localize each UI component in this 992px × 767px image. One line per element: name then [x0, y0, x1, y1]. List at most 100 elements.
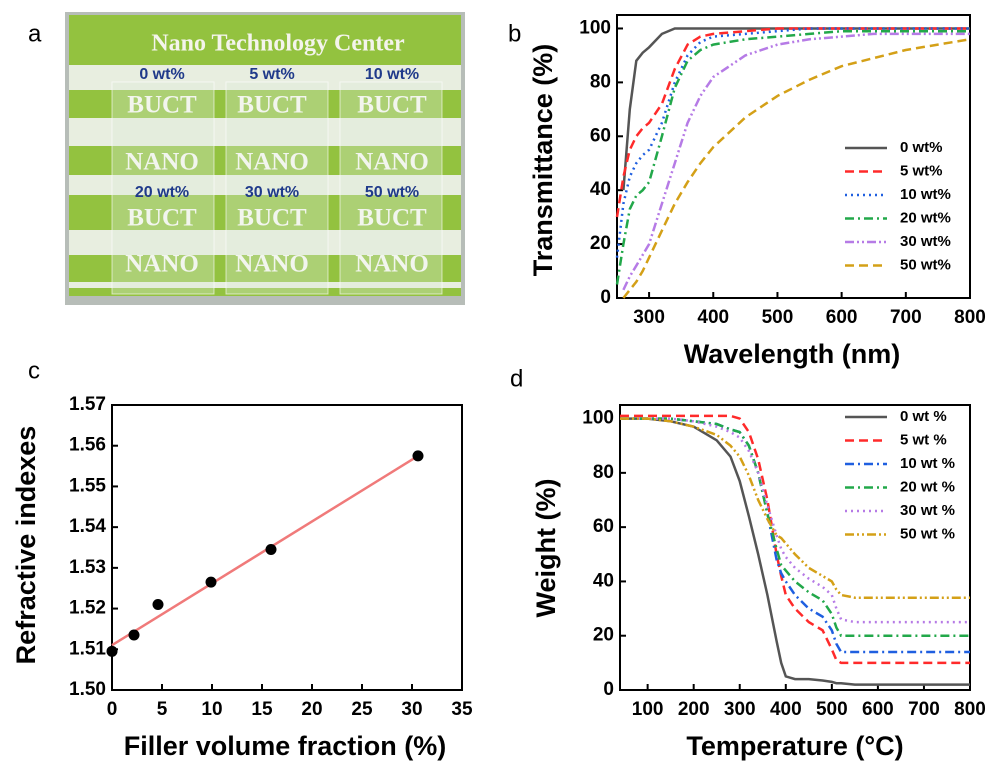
y-tick-label: 1.57 — [69, 394, 106, 415]
white-band — [69, 65, 461, 90]
legend-label: 20 wt % — [900, 478, 955, 495]
legend-label: 0 wt% — [900, 139, 943, 156]
y-tick-label: 1.56 — [69, 435, 106, 456]
plot-frame — [619, 404, 971, 691]
sample-label: 10 wt% — [365, 66, 419, 83]
x-tick-label: 20 — [301, 699, 322, 720]
x-tick-label: 400 — [697, 307, 729, 328]
x-tick-label: 700 — [908, 699, 940, 720]
x-tick-label: 500 — [762, 307, 794, 328]
film — [339, 81, 443, 295]
legend-label: 10 wt % — [900, 455, 955, 472]
y-tick-label: 1.54 — [69, 516, 106, 537]
x-axis-title: Temperature (°C) — [686, 731, 903, 761]
legend-label: 5 wt % — [900, 431, 947, 448]
film-text: BUCT — [357, 92, 427, 119]
legend-label: 10 wt% — [900, 186, 951, 203]
series-line — [620, 417, 970, 599]
x-tick-label: 800 — [954, 699, 986, 720]
series-line — [615, 27, 970, 258]
series-line — [622, 38, 971, 299]
film-text: BUCT — [127, 92, 197, 119]
film-text: BUCT — [237, 92, 307, 119]
film-text: NANO — [235, 149, 309, 176]
x-tick-label: 25 — [351, 699, 373, 720]
sample-label: 50 wt% — [365, 184, 419, 201]
film-text: NANO — [235, 251, 309, 278]
x-tick-label: 700 — [890, 307, 922, 328]
plot: 100 200 300 400 500 600 700 800 0 20 40 60 80 100 0 wt… — [582, 404, 986, 720]
legend-label: 0 wt % — [900, 408, 947, 425]
film-text: BUCT — [237, 205, 307, 232]
film-text: NANO — [125, 251, 199, 278]
x-tick-label: 5 — [157, 699, 168, 720]
x-tick-label: 600 — [862, 699, 894, 720]
white-band — [69, 175, 461, 195]
x-tick-label: 300 — [724, 699, 756, 720]
x-tick-label: 35 — [451, 699, 473, 720]
x-tick-label: 10 — [201, 699, 222, 720]
data-point — [106, 645, 118, 657]
film — [225, 81, 329, 295]
plot: 0 5 10 15 20 25 30 35 1.50 1.51 1.52 1.53 1.54 1.55 1.… — [69, 394, 473, 720]
y-tick-label: 40 — [590, 179, 611, 200]
panel-label: d — [510, 365, 523, 392]
y-tick-label: 100 — [582, 408, 614, 429]
film-text: BUCT — [127, 205, 197, 232]
y-tick-label: 0 — [603, 679, 614, 700]
data-point — [265, 544, 277, 556]
x-tick-label: 100 — [632, 699, 664, 720]
panel-label: b — [508, 20, 521, 47]
series-line — [620, 417, 970, 686]
x-tick-label: 400 — [770, 699, 802, 720]
series-line — [615, 27, 970, 218]
y-tick-label: 0 — [600, 287, 611, 308]
x-tick-label: 30 — [401, 699, 422, 720]
x-tick-label: 500 — [816, 699, 848, 720]
x-tick-label: 200 — [678, 699, 710, 720]
series-line — [620, 417, 970, 637]
plot-frame — [616, 14, 971, 299]
y-tick-label: 1.51 — [69, 638, 106, 659]
fit-line — [111, 454, 419, 647]
y-tick-label: 80 — [590, 71, 611, 92]
y-tick-label: 60 — [593, 516, 614, 537]
legend-label: 30 wt% — [900, 233, 951, 250]
plot-frame — [111, 404, 463, 691]
x-axis-title: Wavelength (nm) — [684, 339, 901, 369]
film — [111, 81, 215, 295]
film-text: BUCT — [357, 205, 427, 232]
white-band — [69, 118, 461, 146]
x-tick-label: 800 — [954, 307, 986, 328]
y-axis-title: Weight (%) — [531, 479, 561, 618]
x-tick-label: 600 — [826, 307, 858, 328]
white-band — [69, 282, 461, 288]
data-point — [412, 450, 424, 462]
legend-label: 50 wt % — [900, 525, 955, 542]
sample-label: 30 wt% — [245, 184, 299, 201]
data-point — [152, 599, 164, 610]
plot: 300 400 500 600 700 800 0 20 40 60 80 100 0 wt% 5 wt%… — [579, 14, 986, 328]
y-axis-title: Transmittance (%) — [528, 44, 558, 277]
y-tick-label: 80 — [593, 462, 614, 483]
series-line — [620, 414, 970, 665]
white-band — [69, 230, 461, 255]
series-line — [622, 32, 970, 291]
film-text: NANO — [125, 149, 199, 176]
legend-label: 5 wt% — [900, 162, 943, 179]
y-tick-label: 40 — [593, 570, 614, 591]
y-tick-label: 1.53 — [69, 557, 106, 578]
x-tick-label: 15 — [251, 699, 273, 720]
y-axis-title: Refractive indexes — [11, 426, 41, 665]
y-tick-label: 20 — [590, 233, 611, 254]
photo-title: Nano Technology Center — [151, 31, 405, 57]
y-tick-label: 1.55 — [69, 475, 106, 496]
legend-label: 20 wt% — [900, 209, 951, 226]
series-line — [620, 417, 970, 624]
sample-label: 20 wt% — [135, 184, 189, 201]
x-tick-label: 0 — [107, 699, 118, 720]
legend-label: 30 wt % — [900, 502, 955, 519]
x-tick-label: 300 — [633, 307, 665, 328]
sample-label: 0 wt% — [139, 66, 184, 83]
